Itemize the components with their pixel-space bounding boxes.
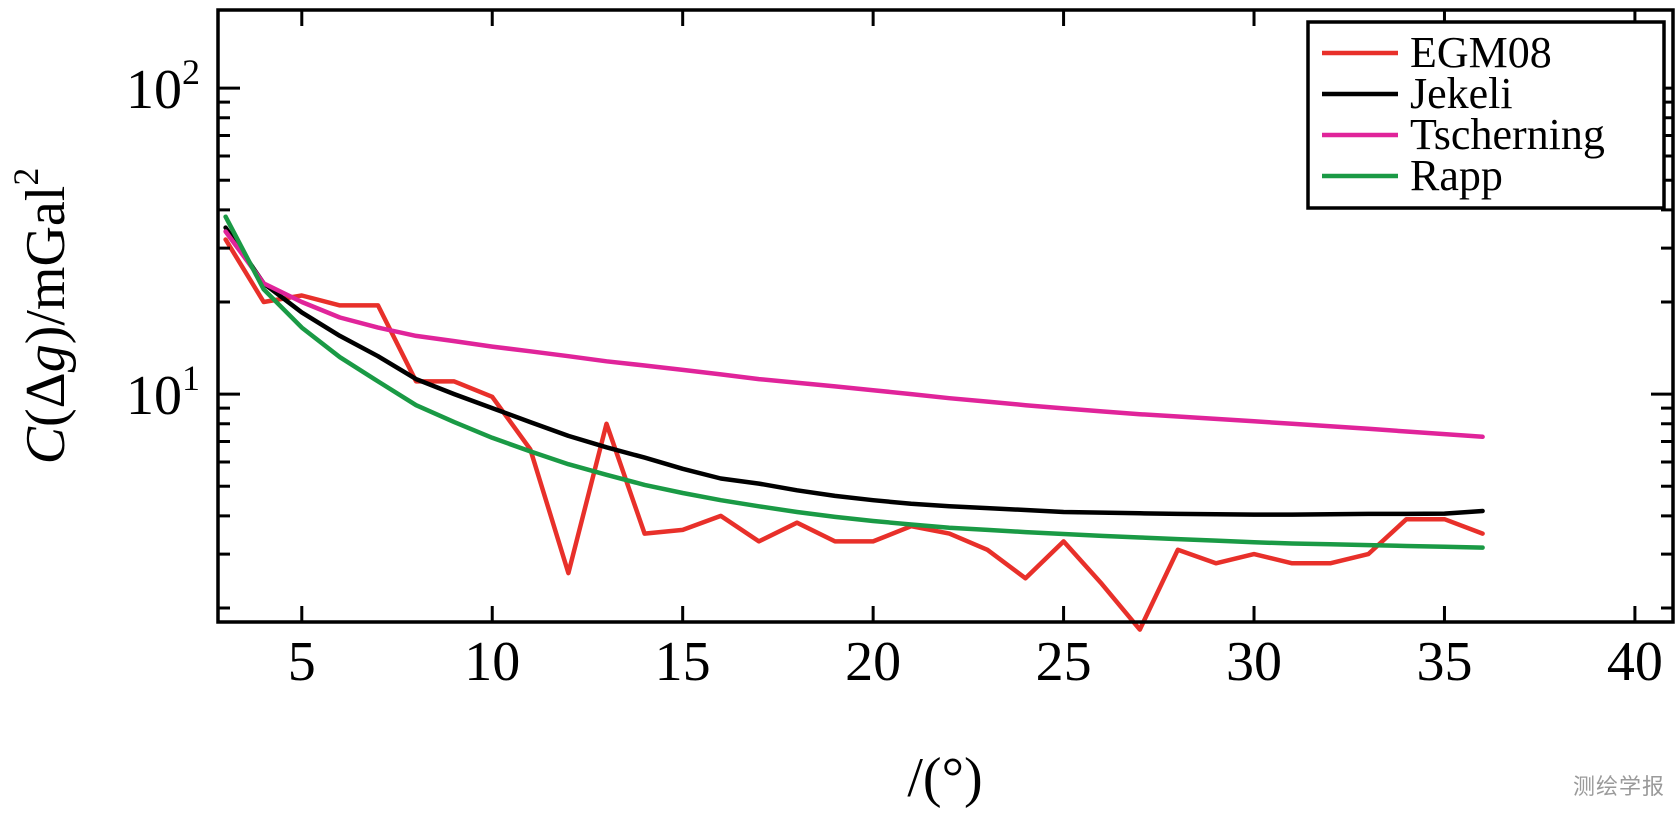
svg-text:C(Δg)/mGal2: C(Δg)/mGal2 (6, 168, 77, 465)
x-tick-label: 10 (464, 631, 520, 693)
y-tick-label: 102 (126, 52, 200, 121)
x-tick-label: 15 (655, 631, 711, 693)
x-tick-label: 35 (1416, 631, 1472, 693)
series-line-egm08 (223, 237, 1485, 632)
legend-label-tscherning: Tscherning (1410, 110, 1605, 159)
legend-label-rapp: Rapp (1410, 151, 1503, 200)
y-tick-label: 101 (126, 358, 200, 427)
x-tick-label: 30 (1226, 631, 1282, 693)
series-line-rapp (223, 214, 1485, 550)
series-line-jekeli (223, 225, 1485, 517)
y-axis-title-exp: 2 (6, 168, 46, 186)
y-axis-title-delta: Δ (15, 372, 77, 408)
y-axis-title-open: ( (15, 408, 77, 427)
x-axis-title: /(°) (907, 747, 982, 809)
ticks-layer: 5 10 15 20 25 30 35 40 101 102 (126, 10, 1673, 693)
series-layer (223, 214, 1485, 632)
legend-label-egm08: EGM08 (1410, 28, 1552, 77)
legend-label-jekeli: Jekeli (1410, 69, 1513, 118)
plot-frame (216, 8, 1675, 624)
x-tick-label: 5 (288, 631, 316, 693)
x-tick-label: 40 (1607, 631, 1663, 693)
x-tick-label: 25 (1036, 631, 1092, 693)
watermark: 测绘学报 (1572, 775, 1665, 800)
x-tick-label: 20 (845, 631, 901, 693)
y-axis-title-g: g (15, 344, 77, 372)
y-axis-title-var: C (15, 426, 77, 464)
y-axis-title-close: )/mGal (15, 186, 77, 345)
y-axis-title: C(Δg)/mGal2 (6, 168, 77, 465)
series-line-tscherning (223, 229, 1485, 440)
